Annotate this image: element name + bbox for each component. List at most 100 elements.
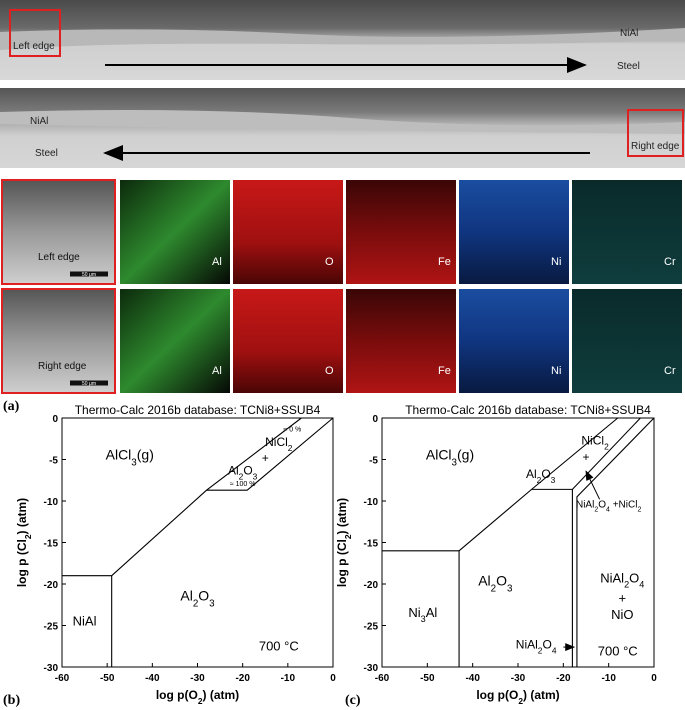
text-run: ≈ 100 % (230, 481, 256, 488)
phase-diagram: Thermo-Calc 2016b database: TCNi8+SSUB4 -… (15, 403, 336, 706)
region-label: Al2O3 (478, 573, 513, 595)
subscript: 2 (239, 471, 244, 481)
text-run: NiO (611, 607, 633, 622)
x-axis-title: log p(O2) (atm) (476, 688, 559, 706)
text-run: ) (atm) (203, 688, 240, 702)
element-label: O (325, 365, 334, 377)
layer-label: Steel (617, 61, 640, 72)
subscript: 3 (551, 475, 556, 485)
element-maps: Left edge 50 μm Al O Fe Ni Cr Right edge 50 μm Al… (1, 179, 682, 394)
text-run: O (598, 500, 606, 511)
subscript: 3 (131, 457, 137, 468)
text-run: log p (Cl (15, 539, 29, 587)
x-tick-label: -60 (375, 673, 390, 684)
region-label: NiCl2 (581, 434, 609, 452)
text-run: log p(O (156, 688, 198, 702)
phase-boundary (62, 575, 113, 667)
text-run: NiAl (516, 638, 538, 652)
y-tick-label: -5 (369, 456, 378, 467)
element-label: Ni (551, 256, 561, 268)
x-tick-label: -50 (100, 673, 115, 684)
scale-label: 50 μm (82, 381, 96, 387)
phase-boundary (206, 417, 334, 491)
subscript: 4 (606, 506, 610, 513)
region-label: Al2O3 (180, 588, 215, 610)
layer-label: NiAl (620, 28, 638, 39)
x-axis-title: log p(O2) (atm) (156, 688, 239, 706)
y-tick-label: -30 (364, 663, 379, 674)
text-run: NiAl (73, 614, 97, 629)
edge-label: Right edge (631, 141, 680, 152)
region-label: NiO (611, 607, 633, 622)
y-tick-label: -5 (49, 456, 58, 467)
element-label: Fe (438, 256, 451, 268)
x-tick-label: 0 (330, 673, 336, 684)
subscript: 2 (198, 696, 203, 706)
y-tick-label: -10 (44, 497, 59, 508)
text-run: O (496, 573, 507, 589)
y-axis-title: log p (Cl2) (atm) (335, 498, 353, 587)
text-run: Al (478, 573, 490, 589)
subscript: 3 (452, 457, 458, 468)
text-run: NiAl (576, 500, 594, 511)
text-run: (g) (137, 447, 154, 463)
text-run: + (582, 450, 589, 464)
element-label: Cr (664, 365, 676, 377)
x-tick-label: -20 (556, 673, 571, 684)
edge-box (9, 9, 61, 57)
element-map (120, 180, 230, 284)
y-tick-label: -20 (44, 580, 59, 591)
subscript: 2 (23, 534, 33, 539)
layer-label: Steel (35, 148, 58, 159)
region-label: 700 °C (259, 638, 299, 653)
region-label: NiAl2O4 (600, 570, 644, 589)
text-run: ) (atm) (15, 498, 29, 535)
element-label: Ni (551, 365, 561, 377)
text-run: ) (atm) (523, 688, 560, 702)
y-tick-label: -25 (44, 622, 59, 633)
x-tick-label: -50 (420, 673, 435, 684)
text-run: O (542, 638, 551, 652)
y-tick-label: -15 (44, 539, 59, 550)
text-run: O (243, 463, 252, 477)
layer-label: NiAl (30, 116, 48, 127)
subscript: 2 (637, 506, 641, 513)
element-map (459, 289, 569, 393)
region-label: NiCl2 (265, 435, 293, 453)
region-label: AlCl3(g) (106, 447, 154, 469)
x-tick-label: -30 (511, 673, 526, 684)
chart-title: Thermo-Calc 2016b database: TCNi8+SSUB4 (405, 403, 651, 417)
text-run: O (198, 588, 209, 604)
text-run: NiCl (265, 435, 288, 449)
y-tick-label: 0 (52, 414, 58, 425)
y-tick-label: -15 (364, 539, 379, 550)
element-map (572, 180, 682, 284)
subscript: 2 (491, 583, 496, 594)
edge-box (627, 109, 684, 157)
text-run: Ni (408, 605, 420, 620)
text-run: 700 °C (598, 643, 638, 658)
region-label: NiAl2O4 +NiCl2 (576, 500, 641, 514)
region-label: + (582, 450, 589, 464)
panel-label: (c) (345, 693, 361, 708)
text-run: + (618, 590, 626, 605)
y-tick-label: 0 (372, 414, 378, 425)
element-map (233, 180, 343, 284)
text-run: Al (526, 467, 537, 481)
micrograph-strip: Right edge NiAl Steel (0, 88, 685, 168)
x-tick-label: -10 (281, 673, 296, 684)
phase-boundary (576, 417, 655, 667)
text-run: O (629, 570, 639, 585)
region-label: Al2O3 (228, 463, 258, 481)
phase-boundary (111, 417, 302, 577)
panel-label: (b) (3, 693, 20, 708)
region-label: ≈ 0 % (283, 426, 301, 433)
subscript: 2 (288, 443, 293, 453)
x-tick-label: -10 (601, 673, 616, 684)
phase-diagrams: Thermo-Calc 2016b database: TCNi8+SSUB4 -… (15, 403, 657, 706)
element-label: Fe (438, 365, 451, 377)
element-label: O (325, 256, 334, 268)
subscript: 3 (209, 598, 215, 609)
text-run: ≈ 0 % (283, 426, 301, 433)
